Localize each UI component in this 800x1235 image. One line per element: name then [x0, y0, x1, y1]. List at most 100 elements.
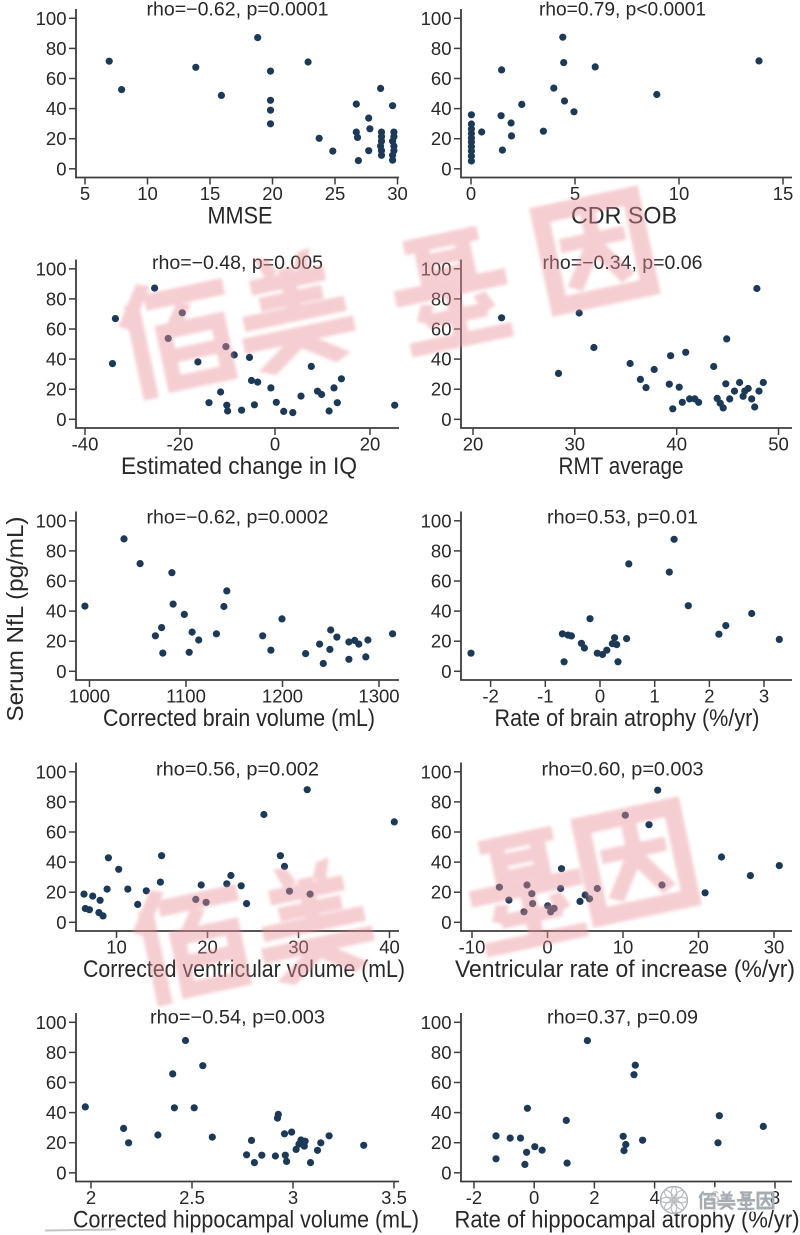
svg-text:100: 100 — [421, 510, 452, 531]
svg-text:20: 20 — [46, 1132, 67, 1153]
svg-text:20: 20 — [431, 882, 452, 903]
svg-text:0: 0 — [529, 1187, 539, 1208]
svg-text:-10: -10 — [459, 937, 486, 958]
svg-text:20: 20 — [463, 434, 484, 455]
svg-text:40: 40 — [46, 98, 67, 119]
svg-text:0: 0 — [542, 937, 552, 958]
svg-text:5: 5 — [570, 183, 580, 204]
svg-text:40: 40 — [46, 349, 67, 370]
svg-text:80: 80 — [46, 288, 67, 309]
svg-text:-20: -20 — [167, 434, 194, 455]
svg-text:Corrected brain volume (mL): Corrected brain volume (mL) — [103, 705, 375, 732]
svg-text:40: 40 — [431, 852, 452, 873]
svg-text:20: 20 — [431, 631, 452, 652]
svg-text:100: 100 — [36, 510, 67, 531]
svg-text:40: 40 — [379, 937, 400, 958]
svg-text:80: 80 — [46, 540, 67, 561]
svg-text:0: 0 — [56, 661, 66, 682]
svg-text:20: 20 — [46, 882, 67, 903]
svg-text:Estimated change in IQ: Estimated change in IQ — [121, 453, 357, 480]
svg-text:60: 60 — [46, 571, 67, 592]
svg-text:40: 40 — [431, 349, 452, 370]
svg-text:2.5: 2.5 — [179, 1187, 205, 1208]
svg-text:1000: 1000 — [69, 686, 110, 707]
svg-text:40: 40 — [431, 601, 452, 622]
svg-text:60: 60 — [46, 1072, 67, 1093]
svg-text:Corrected hippocampal volume (: Corrected hippocampal volume (mL) — [73, 1207, 419, 1234]
svg-text:0: 0 — [270, 434, 280, 455]
svg-text:0: 0 — [466, 183, 476, 204]
svg-text:-2: -2 — [466, 1187, 482, 1208]
svg-text:100: 100 — [36, 1012, 67, 1033]
svg-text:60: 60 — [431, 822, 452, 843]
svg-text:0: 0 — [595, 686, 605, 707]
svg-text:100: 100 — [421, 761, 452, 782]
svg-text:0: 0 — [441, 661, 451, 682]
svg-text:50: 50 — [768, 434, 789, 455]
svg-text:80: 80 — [46, 1042, 67, 1063]
svg-text:0: 0 — [441, 409, 451, 430]
svg-text:0: 0 — [441, 1162, 451, 1183]
svg-text:30: 30 — [764, 937, 785, 958]
svg-text:10: 10 — [137, 183, 158, 204]
svg-text:60: 60 — [431, 1072, 452, 1093]
svg-text:0: 0 — [56, 912, 66, 933]
svg-text:40: 40 — [46, 852, 67, 873]
svg-text:2: 2 — [704, 686, 714, 707]
svg-text:RMT average: RMT average — [559, 453, 684, 480]
svg-text:15: 15 — [200, 183, 221, 204]
svg-text:20: 20 — [46, 379, 67, 400]
svg-text:rho=0.56, p=0.002: rho=0.56, p=0.002 — [156, 760, 319, 781]
svg-text:40: 40 — [46, 1102, 67, 1123]
svg-text:60: 60 — [46, 68, 67, 89]
svg-text:MMSE: MMSE — [208, 203, 273, 230]
svg-text:100: 100 — [36, 8, 67, 29]
svg-text:10: 10 — [669, 183, 690, 204]
svg-text:rho=−0.48, p=0.005: rho=−0.48, p=0.005 — [152, 253, 323, 274]
svg-text:10: 10 — [613, 937, 634, 958]
svg-text:80: 80 — [431, 791, 452, 812]
svg-text:0: 0 — [56, 409, 66, 430]
svg-text:80: 80 — [431, 1042, 452, 1063]
svg-text:8: 8 — [770, 1187, 780, 1208]
svg-text:4: 4 — [649, 1187, 659, 1208]
svg-text:20: 20 — [262, 183, 283, 204]
svg-text:rho=0.60, p=0.003: rho=0.60, p=0.003 — [542, 760, 704, 781]
svg-text:40: 40 — [46, 601, 67, 622]
svg-text:20: 20 — [688, 937, 709, 958]
svg-text:30: 30 — [387, 183, 408, 204]
svg-text:20: 20 — [431, 128, 452, 149]
svg-text:30: 30 — [565, 434, 586, 455]
svg-text:20: 20 — [431, 379, 452, 400]
svg-text:rho=0.79, p<0.0001: rho=0.79, p<0.0001 — [539, 0, 706, 21]
svg-text:-2: -2 — [482, 686, 498, 707]
svg-text:-1: -1 — [537, 686, 553, 707]
svg-text:100: 100 — [421, 1012, 452, 1033]
svg-text:100: 100 — [36, 761, 67, 782]
svg-text:20: 20 — [46, 631, 67, 652]
svg-text:20: 20 — [431, 1132, 452, 1153]
svg-text:80: 80 — [46, 38, 67, 59]
svg-text:Ventricular rate of increase (: Ventricular rate of increase (%/yr) — [455, 956, 795, 983]
svg-text:2: 2 — [86, 1187, 96, 1208]
svg-text:15: 15 — [773, 183, 794, 204]
svg-text:100: 100 — [421, 8, 452, 29]
svg-text:0: 0 — [56, 1162, 66, 1183]
svg-text:3: 3 — [288, 1187, 298, 1208]
svg-text:40: 40 — [666, 434, 687, 455]
svg-text:80: 80 — [431, 540, 452, 561]
svg-text:1: 1 — [650, 686, 660, 707]
svg-text:0: 0 — [441, 158, 451, 179]
svg-text:1100: 1100 — [166, 686, 206, 707]
svg-text:rho=−0.62, p=0.0001: rho=−0.62, p=0.0001 — [147, 0, 329, 21]
svg-text:20: 20 — [360, 434, 381, 455]
svg-text:10: 10 — [106, 937, 127, 958]
svg-text:100: 100 — [36, 258, 67, 279]
svg-text:Serum NfL (pg/mL): Serum NfL (pg/mL) — [2, 517, 28, 722]
svg-text:20: 20 — [46, 128, 67, 149]
svg-text:80: 80 — [431, 38, 452, 59]
svg-text:40: 40 — [431, 1102, 452, 1123]
svg-text:rho=0.53, p=0.01: rho=0.53, p=0.01 — [547, 508, 698, 529]
svg-text:40: 40 — [431, 98, 452, 119]
svg-text:0: 0 — [56, 158, 66, 179]
